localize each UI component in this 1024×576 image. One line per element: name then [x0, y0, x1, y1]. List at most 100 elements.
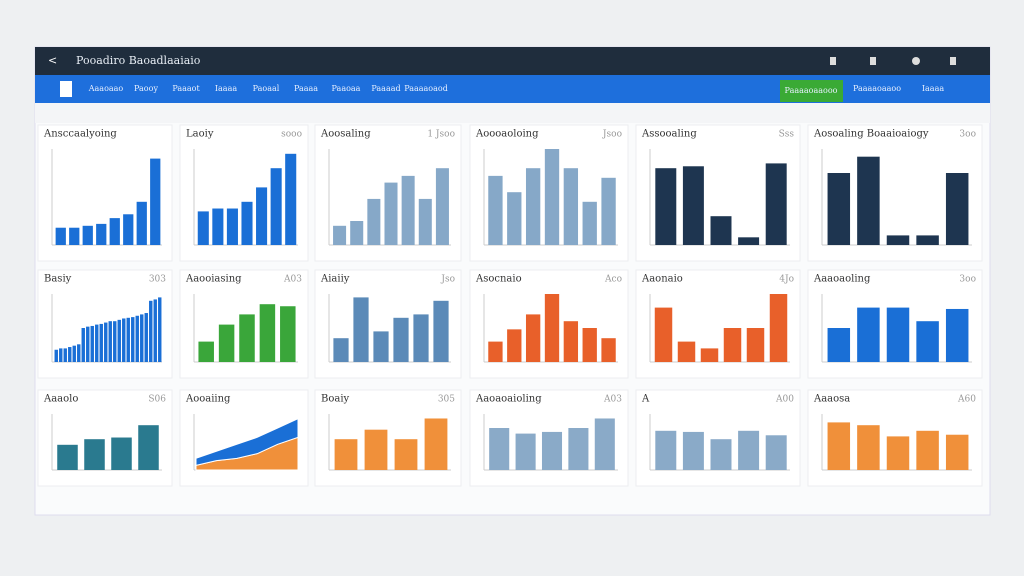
bar [353, 297, 369, 362]
panel-title: Aiaiiy [320, 274, 350, 285]
bar [126, 317, 130, 362]
bar [241, 201, 253, 245]
bar [150, 158, 161, 245]
area [195, 417, 299, 466]
bar [72, 345, 76, 362]
bar [367, 198, 381, 245]
bar [563, 168, 579, 245]
bar [945, 173, 969, 245]
bar [218, 324, 235, 362]
bar [857, 307, 880, 362]
bar [916, 321, 939, 362]
panel-title: Aosoaling Boaaioaiogy [813, 129, 929, 140]
nav-item[interactable]: Iaaaa [922, 84, 944, 93]
nav-item[interactable]: Paooy [134, 84, 158, 93]
bar [525, 168, 541, 245]
bar [333, 225, 347, 245]
icon[interactable] [950, 57, 956, 65]
bar [418, 198, 432, 245]
icon[interactable] [912, 57, 920, 65]
bar [413, 314, 429, 362]
bar [886, 307, 910, 362]
panel-title: Aaaolo [43, 394, 78, 405]
bar [104, 322, 108, 362]
panel-title: Aoooaoloing [475, 129, 539, 140]
panel-corner: sooo [281, 130, 302, 140]
bar [857, 425, 880, 470]
bar [68, 347, 72, 362]
bar [886, 436, 910, 470]
bar [198, 341, 214, 362]
bar [723, 328, 742, 362]
bar [333, 338, 349, 362]
bar [82, 225, 93, 245]
nav-item[interactable]: Aaaoaao [88, 84, 124, 93]
bar [916, 235, 939, 245]
icon[interactable] [870, 57, 876, 65]
bar [270, 168, 282, 245]
panel-title: Aaooiasing [185, 274, 242, 285]
logo[interactable] [60, 81, 72, 97]
bar [239, 314, 255, 362]
nav-button-bg[interactable] [780, 80, 843, 102]
panel-corner: A03 [283, 275, 302, 285]
bar [401, 175, 415, 245]
bar [108, 321, 112, 362]
bar [149, 300, 153, 362]
panel-title: Basiy [44, 274, 72, 285]
icon[interactable] [830, 57, 836, 65]
nav-item[interactable]: Paaaot [172, 84, 200, 93]
bar [364, 429, 388, 470]
toolbar [35, 103, 990, 123]
nav-item[interactable]: Paoaal [253, 84, 280, 93]
panel-corner: 4Jo [779, 275, 794, 285]
panel-corner: Aco [604, 275, 622, 285]
bar [710, 439, 732, 470]
nav-item[interactable]: Iaaaa [215, 84, 237, 93]
nav-item[interactable]: Paaoaa [332, 84, 361, 93]
bar [424, 418, 448, 470]
bar [945, 308, 969, 362]
nav-item[interactable]: Paaaaoaaoo [853, 84, 901, 93]
bar [710, 216, 732, 245]
bar [827, 422, 851, 470]
bar [594, 418, 615, 470]
bar [507, 329, 522, 362]
nav-item[interactable]: Paaaaoaod [404, 84, 448, 93]
bar [95, 324, 99, 362]
bar [886, 235, 910, 245]
back-icon[interactable]: < [48, 54, 57, 67]
bar [384, 182, 398, 245]
nav-item[interactable]: Paaaa [294, 84, 318, 93]
bar [601, 177, 616, 245]
bar [682, 166, 704, 245]
bar [69, 227, 80, 245]
bar [677, 341, 696, 362]
bar [515, 433, 536, 470]
bar [350, 221, 364, 245]
panel-corner: S06 [148, 395, 166, 405]
bar [117, 319, 121, 362]
bar [226, 208, 238, 245]
bar [489, 428, 510, 470]
bar [212, 208, 224, 245]
panel-corner: 303 [149, 275, 166, 285]
bar [123, 214, 134, 245]
panel-corner: A03 [603, 395, 622, 405]
bar [90, 325, 94, 362]
bar [256, 187, 268, 245]
panel-title: Aaoaoaioling [475, 394, 542, 405]
nav-item[interactable]: Paaaad [371, 84, 400, 93]
bar [601, 338, 616, 362]
bar [765, 435, 787, 470]
bar [63, 348, 67, 362]
bar [488, 175, 503, 245]
panel-title: Assooaling [641, 129, 697, 140]
bar [857, 156, 880, 245]
nav-button[interactable]: Paaaaoaaooo [785, 86, 838, 95]
bar [541, 431, 563, 470]
bar [54, 349, 58, 362]
bar [280, 306, 296, 362]
bar [59, 348, 63, 362]
